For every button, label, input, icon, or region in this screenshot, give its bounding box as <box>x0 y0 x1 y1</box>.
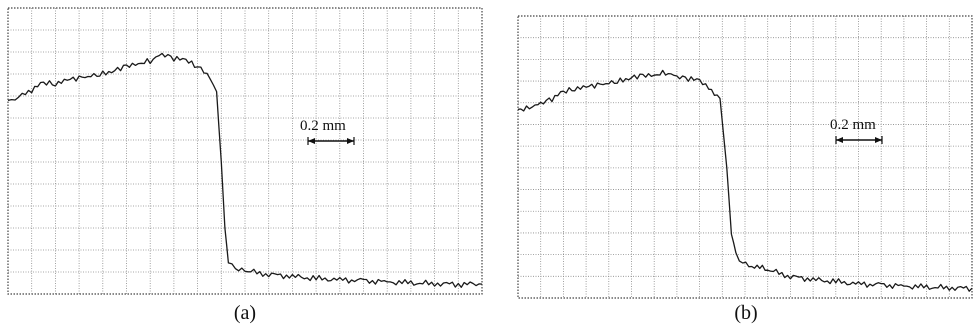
oscilloscope-trace-b <box>517 15 973 299</box>
trace-line-b-0 <box>517 69 973 292</box>
scale-arrow-icon-b <box>835 136 883 144</box>
plot-panel-a: 0.2 mm <box>7 7 483 295</box>
trace-line-a-0 <box>7 52 483 288</box>
scale-label-a: 0.2 mm <box>300 118 346 134</box>
scale-label-b: 0.2 mm <box>830 117 876 133</box>
scale-arrow-icon-a <box>307 137 355 145</box>
plot-panel-b: 0.2 mm <box>517 15 973 299</box>
panel-caption-b: (b) <box>734 302 758 324</box>
oscilloscope-trace-a <box>7 7 483 295</box>
plot-frame-b <box>517 15 973 299</box>
panel-caption-a: (a) <box>233 302 257 324</box>
